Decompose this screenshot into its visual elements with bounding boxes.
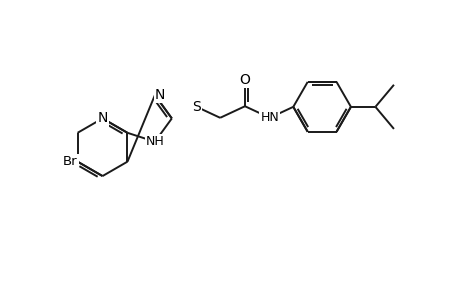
Text: S: S — [192, 100, 201, 114]
Text: O: O — [239, 73, 250, 87]
Text: HN: HN — [260, 111, 279, 124]
Text: N: N — [97, 111, 107, 125]
Text: N: N — [155, 88, 165, 102]
Text: Br: Br — [63, 155, 78, 168]
Text: NH: NH — [145, 135, 164, 148]
